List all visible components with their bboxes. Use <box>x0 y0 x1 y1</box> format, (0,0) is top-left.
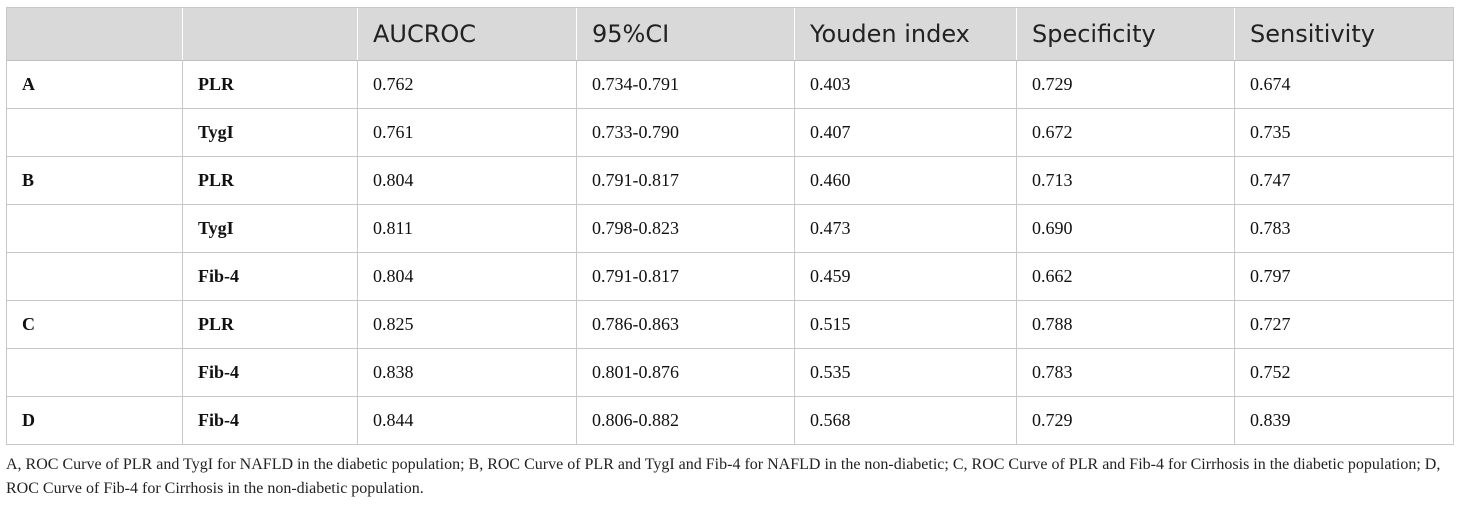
header-95ci: 95%CI <box>576 7 795 61</box>
aucroc-cell: 0.825 <box>357 300 577 349</box>
variable-cell: TygI <box>182 108 358 157</box>
table-row: TygI 0.761 0.733-0.790 0.407 0.672 0.735 <box>6 108 1454 157</box>
table-row: TygI 0.811 0.798-0.823 0.473 0.690 0.783 <box>6 204 1454 253</box>
group-cell: B <box>6 156 183 205</box>
table-footnote: A, ROC Curve of PLR and TygI for NAFLD i… <box>6 456 1441 497</box>
sensitivity-cell: 0.727 <box>1234 300 1454 349</box>
roc-results-table: AUCROC 95%CI Youden index Specificity Se… <box>6 7 1454 445</box>
sensitivity-cell: 0.735 <box>1234 108 1454 157</box>
group-cell: A <box>6 60 183 109</box>
sensitivity-cell: 0.752 <box>1234 348 1454 397</box>
group-cell <box>6 108 183 157</box>
specificity-cell: 0.672 <box>1016 108 1235 157</box>
youden-cell: 0.473 <box>794 204 1017 253</box>
table-header-row: AUCROC 95%CI Youden index Specificity Se… <box>6 7 1454 61</box>
group-cell <box>6 204 183 253</box>
table-row: D Fib-4 0.844 0.806-0.882 0.568 0.729 0.… <box>6 396 1454 445</box>
ci-cell: 0.791-0.817 <box>576 252 795 301</box>
aucroc-cell: 0.811 <box>357 204 577 253</box>
ci-cell: 0.733-0.790 <box>576 108 795 157</box>
youden-cell: 0.403 <box>794 60 1017 109</box>
variable-cell: PLR <box>182 156 358 205</box>
specificity-cell: 0.729 <box>1016 396 1235 445</box>
group-cell <box>6 348 183 397</box>
variable-cell: Fib-4 <box>182 348 358 397</box>
youden-cell: 0.407 <box>794 108 1017 157</box>
aucroc-cell: 0.804 <box>357 156 577 205</box>
aucroc-cell: 0.761 <box>357 108 577 157</box>
sensitivity-cell: 0.747 <box>1234 156 1454 205</box>
aucroc-cell: 0.762 <box>357 60 577 109</box>
header-youden-index: Youden index <box>794 7 1017 61</box>
table-row: A PLR 0.762 0.734-0.791 0.403 0.729 0.67… <box>6 60 1454 109</box>
youden-cell: 0.459 <box>794 252 1017 301</box>
youden-cell: 0.515 <box>794 300 1017 349</box>
sensitivity-cell: 0.797 <box>1234 252 1454 301</box>
variable-cell: TygI <box>182 204 358 253</box>
header-specificity: Specificity <box>1016 7 1235 61</box>
specificity-cell: 0.713 <box>1016 156 1235 205</box>
ci-cell: 0.806-0.882 <box>576 396 795 445</box>
ci-cell: 0.734-0.791 <box>576 60 795 109</box>
group-cell <box>6 252 183 301</box>
ci-cell: 0.791-0.817 <box>576 156 795 205</box>
table-row: Fib-4 0.804 0.791-0.817 0.459 0.662 0.79… <box>6 252 1454 301</box>
variable-cell: Fib-4 <box>182 252 358 301</box>
variable-cell: PLR <box>182 60 358 109</box>
specificity-cell: 0.662 <box>1016 252 1235 301</box>
sensitivity-cell: 0.783 <box>1234 204 1454 253</box>
group-cell: C <box>6 300 183 349</box>
sensitivity-cell: 0.839 <box>1234 396 1454 445</box>
youden-cell: 0.460 <box>794 156 1017 205</box>
specificity-cell: 0.690 <box>1016 204 1235 253</box>
aucroc-cell: 0.804 <box>357 252 577 301</box>
header-variable <box>182 7 358 61</box>
youden-cell: 0.535 <box>794 348 1017 397</box>
sensitivity-cell: 0.674 <box>1234 60 1454 109</box>
variable-cell: Fib-4 <box>182 396 358 445</box>
table-row: C PLR 0.825 0.786-0.863 0.515 0.788 0.72… <box>6 300 1454 349</box>
specificity-cell: 0.783 <box>1016 348 1235 397</box>
header-aucroc: AUCROC <box>357 7 577 61</box>
aucroc-cell: 0.844 <box>357 396 577 445</box>
specificity-cell: 0.788 <box>1016 300 1235 349</box>
group-cell: D <box>6 396 183 445</box>
aucroc-cell: 0.838 <box>357 348 577 397</box>
table-row: B PLR 0.804 0.791-0.817 0.460 0.713 0.74… <box>6 156 1454 205</box>
header-sensitivity: Sensitivity <box>1234 7 1454 61</box>
variable-cell: PLR <box>182 300 358 349</box>
specificity-cell: 0.729 <box>1016 60 1235 109</box>
table-row: Fib-4 0.838 0.801-0.876 0.535 0.783 0.75… <box>6 348 1454 397</box>
ci-cell: 0.786-0.863 <box>576 300 795 349</box>
ci-cell: 0.798-0.823 <box>576 204 795 253</box>
header-group <box>6 7 183 61</box>
results-table-container: AUCROC 95%CI Youden index Specificity Se… <box>6 7 1454 445</box>
ci-cell: 0.801-0.876 <box>576 348 795 397</box>
youden-cell: 0.568 <box>794 396 1017 445</box>
